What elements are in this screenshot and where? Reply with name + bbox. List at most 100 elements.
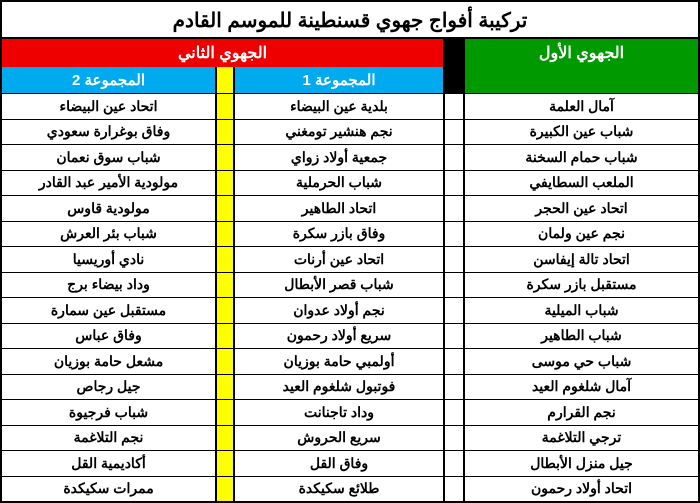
cell-group2: وفاق عباس [2,324,215,349]
cell-group1: سريع الحروش [233,426,443,451]
cell-group1: اتحاد عين أرنات [233,247,443,272]
cell-group1: طلائع سكيكدة [233,477,443,502]
table-row: شباب حمام السخنةجمعية أولاد زوايشباب سوق… [2,144,698,170]
cell-group2: نجم التلاغمة [2,426,215,451]
cell-regional1: جيل منزل الأبطال [463,451,698,476]
table-row: اتحاد أولاد رحمون طلائع سكيكدة ممرات سكيكد… [2,476,698,502]
cell-spacer [443,400,463,425]
cell-group2: مولودية قاوس [2,196,215,221]
top-headers: الجهوي الأول الجهوي الثاني [2,39,698,67]
cell-yellow-sep [215,273,233,298]
cell-yellow-sep [215,171,233,196]
cell-group2: وفاق بوغرارة سعودي [2,120,215,145]
cell-regional1: شباب عين الكبيرة [463,120,698,145]
cell-spacer [443,426,463,451]
header-spacer [443,39,463,67]
cell-regional1: آمال شلغوم العيد [463,375,698,400]
cell-regional1: شباب حمام السخنة [463,145,698,170]
cell-yellow-sep [215,222,233,247]
cell-spacer [443,451,463,476]
cell-regional1: مستقبل بازر سكرة [463,273,698,298]
cell-group1: وداد تاجنانت [233,400,443,425]
table-row: اتحاد عين الحجر اتحاد الطاهير مولودية قاوس [2,195,698,221]
cell-yellow-sep [215,451,233,476]
cell-regional1: ترجي التلاغمة [463,426,698,451]
cell-group2: شباب بئر العرش [2,222,215,247]
cell-group1: شباب قصر الأبطال [233,273,443,298]
cell-group2: وداد بيضاء برج [2,273,215,298]
cell-yellow-sep [215,426,233,451]
cell-group1: شباب الحرملية [233,171,443,196]
cell-spacer [443,477,463,502]
cell-spacer [443,298,463,323]
cell-group1: وفاق القل [233,451,443,476]
cell-yellow-sep [215,324,233,349]
cell-spacer [443,145,463,170]
cell-group2: شباب سوق نعمان [2,145,215,170]
cell-group2: شباب فرجيوة [2,400,215,425]
table-row: نجم القرارم وداد تاجنانت شباب فرجيوة [2,399,698,425]
cell-spacer [443,171,463,196]
cell-yellow-sep [215,400,233,425]
cell-yellow-sep [215,94,233,119]
cell-spacer [443,324,463,349]
table-row: الملعب السطايفي شباب الحرملية مولودية الأم… [2,170,698,196]
cell-yellow-sep [215,196,233,221]
cell-regional1: اتحاد تالة إيفاسن [463,247,698,272]
cell-spacer [443,196,463,221]
cell-regional1: شباب الميلية [463,298,698,323]
cell-spacer [443,375,463,400]
cell-group2: مولودية الأمير عبد القادر [2,171,215,196]
table-row: جيل منزل الأبطال وفاق القل أكاديمية القل [2,450,698,476]
cell-yellow-sep [215,145,233,170]
cell-group1: فوتبول شلغوم العيد [233,375,443,400]
cell-spacer [443,349,463,374]
cell-yellow-sep [215,247,233,272]
cell-regional1: الملعب السطايفي [463,171,698,196]
cell-group1: أولمبي حامة بوزيان [233,349,443,374]
table-row: آمال العلمةبلدية عين البيضاءاتحاد عين ال… [2,93,698,119]
cell-group2: جيل رجاص [2,375,215,400]
cell-spacer [443,120,463,145]
table-rows: آمال العلمةبلدية عين البيضاءاتحاد عين ال… [2,93,698,501]
cell-regional1: شباب حي موسى [463,349,698,374]
cell-spacer [443,94,463,119]
table-row: اتحاد تالة إيفاسن اتحاد عين أرنات نادي أور… [2,246,698,272]
cell-regional1: نجم القرارم [463,400,698,425]
cell-spacer [443,247,463,272]
sub-right-empty [463,67,698,93]
cell-group1: بلدية عين البيضاء [233,94,443,119]
table-row: شباب حي موسى أولمبي حامة بوزيان مشعل حامة … [2,348,698,374]
cell-group2: اتحاد عين البيضاء [2,94,215,119]
cell-yellow-sep [215,120,233,145]
cell-group1: سريع أولاد رحمون [233,324,443,349]
cell-group1: اتحاد الطاهير [233,196,443,221]
cell-group1: وفاق بازر سكرة [233,222,443,247]
cell-group2: نادي أوريسيا [2,247,215,272]
cell-spacer [443,273,463,298]
cell-group2: أكاديمية القل [2,451,215,476]
table-row: مستقبل بازر سكرة شباب قصر الأبطال وداد بيض… [2,272,698,298]
cell-group1: نجم أولاد عدوان [233,298,443,323]
header-group1: المجموعة 1 [233,67,443,93]
cell-yellow-sep [215,375,233,400]
table-container: تركيبة أفواج جهوي قسنطينة للموسم القادم … [0,0,700,503]
table-row: شباب الميلية نجم أولاد عدوان مستقبل عين سم… [2,297,698,323]
table-row: ترجي التلاغمة سريع الحروش نجم التلاغمة [2,425,698,451]
cell-regional1: اتحاد عين الحجر [463,196,698,221]
cell-group2: ممرات سكيكدة [2,477,215,502]
cell-yellow-sep [215,298,233,323]
table-row: شباب الطاهيرسريع أولاد رحمونوفاق عباس [2,323,698,349]
cell-spacer [443,222,463,247]
cell-group2: مستقبل عين سمارة [2,298,215,323]
cell-regional1: اتحاد أولاد رحمون [463,477,698,502]
sub-spacer [443,67,463,93]
header-group2: المجموعة 2 [2,67,215,93]
header-regional2: الجهوي الثاني [2,39,443,67]
cell-group2: مشعل حامة بوزيان [2,349,215,374]
header-regional1: الجهوي الأول [463,39,698,67]
cell-group1: نجم هنشير تومغني [233,120,443,145]
main-title: تركيبة أفواج جهوي قسنطينة للموسم القادم [2,2,698,39]
cell-yellow-sep [215,349,233,374]
sub-headers: المجموعة 1 المجموعة 2 [2,67,698,93]
